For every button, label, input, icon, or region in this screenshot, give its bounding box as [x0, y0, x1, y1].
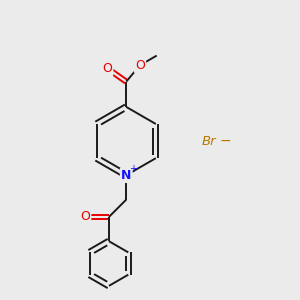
Text: O: O: [102, 62, 112, 75]
Text: N: N: [121, 169, 131, 182]
Text: O: O: [135, 59, 145, 72]
Text: Br: Br: [202, 135, 217, 148]
Text: O: O: [80, 210, 90, 224]
Text: −: −: [220, 134, 232, 148]
Text: +: +: [129, 164, 137, 174]
